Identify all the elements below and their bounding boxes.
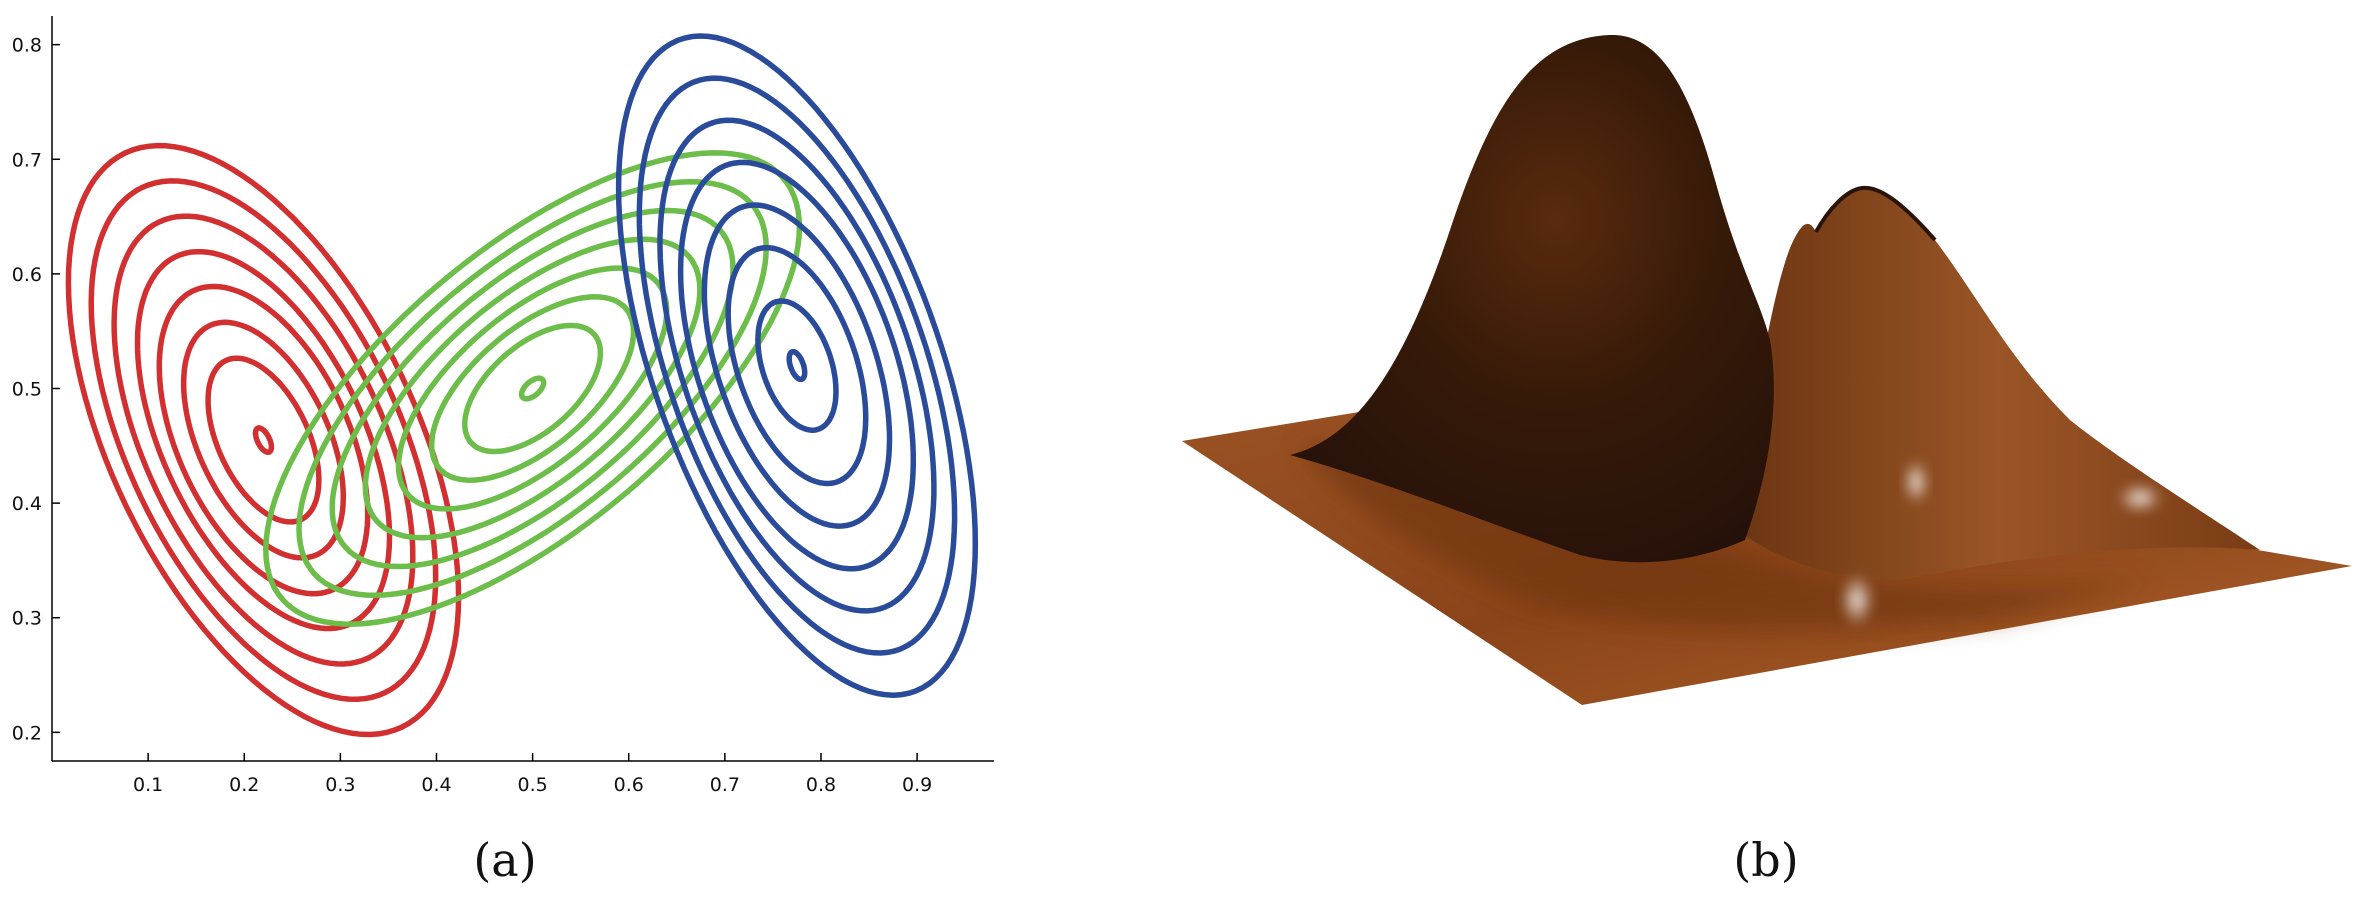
contour-level-s1-l6	[296, 178, 769, 599]
contour-level-s2-l5	[657, 117, 937, 614]
x-tick-label: 0.2	[229, 774, 259, 796]
contour-level-s0-l7	[65, 142, 462, 738]
x-tick-label: 0.3	[325, 774, 355, 796]
surface-ridge-edge	[1814, 185, 1937, 242]
surface-panel: (b)	[1182, 34, 2352, 887]
caption-a: (a)	[473, 833, 536, 887]
contour-level-s1-l1	[462, 322, 604, 455]
contour-level-s0-l0	[252, 425, 275, 455]
contour-level-s1-l2	[428, 294, 637, 483]
contour-level-s2-l3	[701, 202, 893, 529]
contour-level-s2-l2	[725, 244, 869, 487]
contour-level-s2-l6	[636, 75, 958, 656]
contour-lines	[65, 33, 979, 738]
contour-level-s0-l2	[180, 319, 347, 561]
y-ticks: 0.2 0.3 0.4 0.5 0.6 0.7 0.8	[12, 35, 60, 744]
contour-level-s2-l1	[755, 298, 839, 433]
contour-level-s1-l7	[263, 150, 803, 627]
y-tick-label: 0.3	[12, 608, 42, 630]
y-tick-label: 0.7	[12, 149, 42, 171]
x-tick-label: 0.9	[902, 774, 932, 796]
x-tick-label: 0.1	[133, 774, 163, 796]
x-ticks: 0.1 0.2 0.3 0.4 0.5 0.6 0.7 0.8 0.9	[133, 753, 932, 796]
surface-ridge-right	[1736, 187, 2260, 580]
contour-level-s0-l4	[134, 248, 393, 632]
y-tick-label: 0.4	[12, 493, 42, 515]
contour-level-s1-l4	[362, 236, 703, 541]
x-tick-label: 0.4	[421, 774, 451, 796]
contour-level-s2-l7	[615, 33, 979, 698]
contour-level-s1-l5	[329, 207, 736, 570]
y-tick-label: 0.6	[12, 264, 42, 286]
x-tick-label: 0.7	[710, 774, 740, 796]
x-tick-label: 0.8	[806, 774, 836, 796]
contour-level-s0-l3	[156, 283, 371, 597]
contour-level-s1-l0	[518, 375, 547, 402]
contour-panel: 0.1 0.2 0.3 0.4 0.5 0.6 0.7 0.8 0.9 0.2 0.3 0.4 0.5…	[12, 16, 994, 887]
contour-level-s2-l4	[677, 159, 917, 572]
contour-level-s0-l6	[88, 178, 439, 702]
caption-b: (b)	[1733, 833, 1798, 887]
y-tick-label: 0.8	[12, 35, 42, 57]
contour-level-s0-l1	[205, 355, 322, 525]
surface-peak-main	[1290, 34, 1774, 563]
contour-level-s1-l3	[395, 265, 670, 512]
contour-level-s2-l0	[786, 348, 808, 383]
y-tick-label: 0.2	[12, 722, 42, 744]
surface-highlight-3	[2118, 484, 2162, 512]
x-tick-label: 0.5	[518, 774, 548, 796]
surface-highlight-2	[1904, 460, 1928, 504]
surface-highlight-1	[1841, 574, 1873, 626]
y-tick-label: 0.5	[12, 379, 42, 401]
x-tick-label: 0.6	[614, 774, 644, 796]
